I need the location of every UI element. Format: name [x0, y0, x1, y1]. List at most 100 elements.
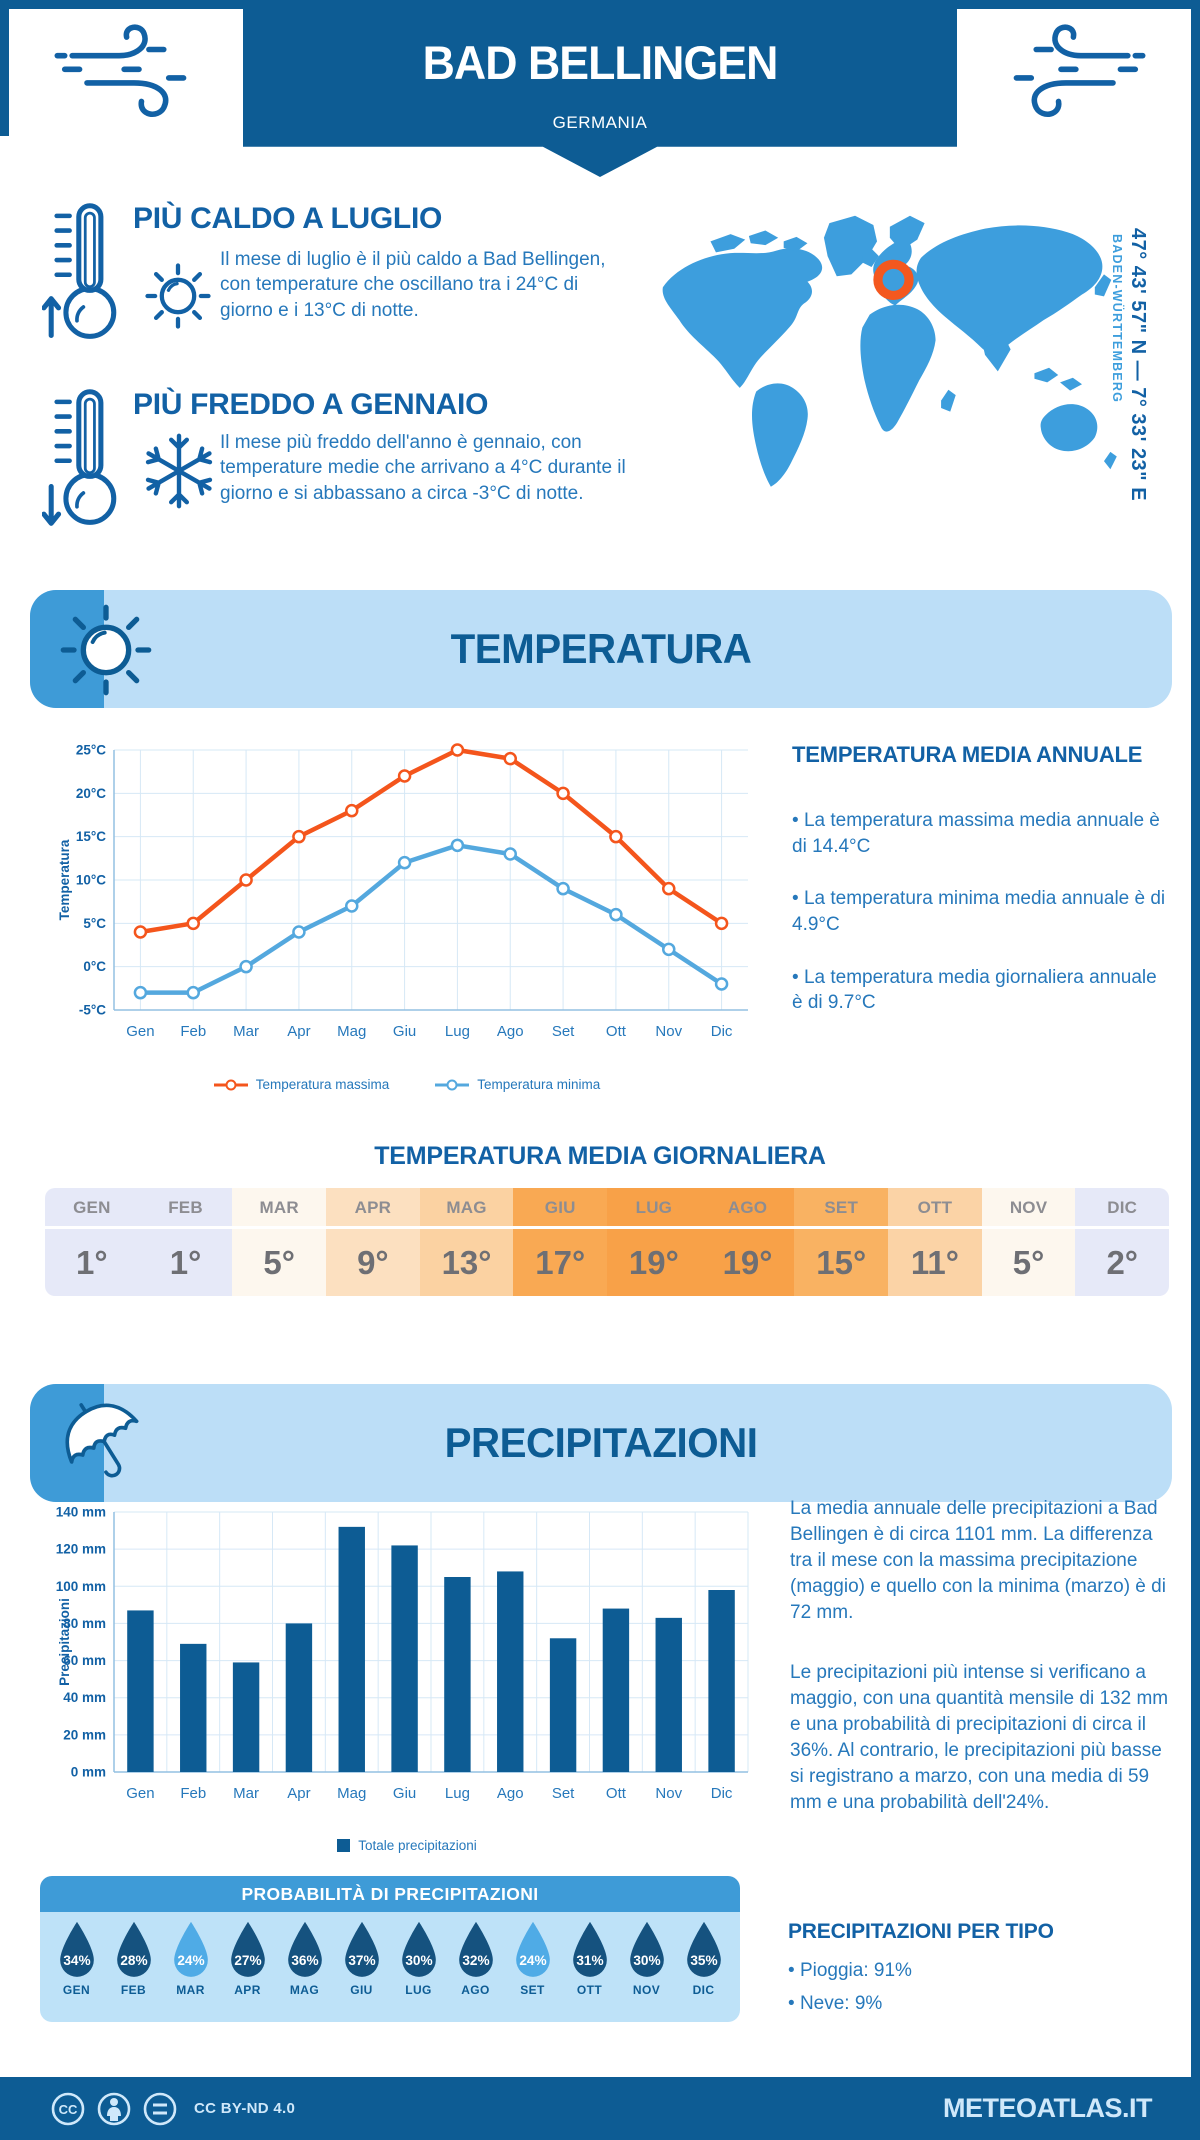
section-title: TEMPERATURA: [450, 625, 752, 672]
precip-probability-drop: 35% DIC: [675, 1920, 732, 2022]
month-label: LUG: [607, 1188, 701, 1229]
precip-probability-drop: 31% OTT: [561, 1920, 618, 2022]
temperature-value: 19°: [607, 1229, 701, 1296]
precip-probability-drop: 34% GEN: [48, 1920, 105, 2022]
legend-label: Temperatura minima: [477, 1077, 601, 1092]
umbrella-icon: [65, 1403, 139, 1478]
svg-text:Ott: Ott: [606, 1785, 627, 1802]
wind-decoration-right: [957, 9, 1191, 136]
droplet-icon: 24%: [515, 1921, 550, 1977]
probability-droplets: 34% GEN 28% FEB 24% MAR 27% APR 36% MAG 37% GIU 30% L…: [40, 1912, 740, 2022]
svg-text:32%: 32%: [462, 1953, 489, 1968]
temp-table-column: MAG 13°: [419, 1188, 514, 1296]
droplet-icon: 34%: [59, 1921, 94, 1977]
svg-text:Mar: Mar: [233, 1785, 259, 1802]
precipitation-probability-panel: PROBABILITÀ DI PRECIPITAZIONI 34% GEN 28% F…: [40, 1876, 740, 2022]
svg-text:30%: 30%: [633, 1953, 660, 1968]
month-label: AGO: [700, 1188, 795, 1229]
warm-section-text: Il mese di luglio è il più caldo a Bad B…: [220, 249, 606, 321]
legend-item: Temperatura minima: [435, 1077, 600, 1092]
coordinates-text: 47° 43' 57" N — 7° 33' 23" E: [1127, 228, 1149, 502]
precipitation-section-banner: PRECIPITAZIONI: [30, 1384, 1172, 1502]
month-label: APR: [234, 1983, 261, 1997]
svg-text:20°C: 20°C: [76, 786, 106, 801]
svg-text:20 mm: 20 mm: [63, 1727, 106, 1742]
svg-text:10°C: 10°C: [76, 873, 106, 888]
svg-text:37%: 37%: [348, 1953, 375, 1968]
line-chart-svg: -5°C 0°C 5°C 10°C 15°C 20°C 25°C Gen Feb Mar Apr Ma…: [57, 743, 748, 1040]
temperature-value: 1°: [138, 1229, 233, 1296]
svg-text:80 mm: 80 mm: [63, 1616, 106, 1631]
section-title: PRECIPITAZIONI: [444, 1419, 758, 1466]
precip-probability-drop: 24% MAR: [162, 1920, 219, 2022]
legend-label: Temperatura massima: [255, 1077, 390, 1092]
month-label: GEN: [62, 1983, 91, 1997]
continents: [662, 215, 1117, 487]
svg-text:Temperatura: Temperatura: [57, 839, 72, 920]
temperature-value: 9°: [326, 1229, 420, 1296]
bullet-item: Pioggia: 91%: [788, 1958, 1178, 1984]
temp-table-column: OTT 11°: [888, 1188, 982, 1296]
svg-text:Mag: Mag: [337, 1785, 366, 1802]
month-label: MAR: [232, 1188, 327, 1229]
temperature-value: 5°: [232, 1229, 327, 1296]
person-icon: [110, 2097, 118, 2106]
temperature-chart-legend: Temperatura massima Temperatura minima: [52, 1077, 762, 1092]
precipitation-text-block: La media annuale delle precipitazioni a …: [790, 1496, 1175, 1850]
precipitation-bar-chart: 0 mm 20 mm 40 mm 60 mm 80 mm 100 mm 120 mm 140 …: [52, 1498, 762, 1828]
legend-item: Totale precipitazioni: [337, 1838, 477, 1853]
temperature-value: 2°: [1075, 1229, 1169, 1296]
warm-section-title: PIÙ CALDO A LUGLIO: [133, 202, 443, 235]
month-label: GIU: [513, 1188, 608, 1229]
page-subtitle: GERMANIA: [552, 113, 648, 132]
footer: CC CC BY-ND 4.0 METEOATLAS.IT: [0, 2077, 1200, 2140]
droplet-icon: 31%: [572, 1921, 607, 1977]
header-banner: BAD BELLINGEN GERMANIA: [243, 9, 957, 177]
droplet-icon: 28%: [116, 1921, 151, 1977]
temp-table-column: GIU 17°: [513, 1188, 608, 1296]
right-border: [1191, 0, 1200, 2140]
precip-probability-drop: 36% MAG: [276, 1920, 333, 2022]
svg-text:140 mm: 140 mm: [56, 1505, 106, 1520]
svg-text:31%: 31%: [576, 1953, 603, 1968]
cold-section-title: PIÙ FREDDO A GENNAIO: [133, 388, 489, 421]
legend-line-swatch: [213, 1079, 248, 1090]
daily-temperature-table: GEN 1° FEB 1° MAR 5° APR 9° MAG 13° GIU 17° LUG 19° AG…: [45, 1188, 1169, 1296]
svg-text:-5°C: -5°C: [79, 1003, 106, 1018]
month-label: DIC: [1075, 1188, 1169, 1229]
bar-chart-svg: 0 mm 20 mm 40 mm 60 mm 80 mm 100 mm 120 mm 140 …: [56, 1505, 749, 1802]
temp-table-column: NOV 5°: [981, 1188, 1076, 1296]
droplet-icon: 35%: [686, 1921, 721, 1977]
bullet-item: La temperatura massima media annuale è d…: [792, 808, 1172, 859]
temp-table-column: AGO 19°: [700, 1188, 795, 1296]
temperature-value: 5°: [981, 1229, 1076, 1296]
precipitation-types-heading: PRECIPITAZIONI PER TIPO: [788, 1920, 1054, 1943]
temp-table-column: GEN 1°: [45, 1188, 139, 1296]
thermometer-down-icon: [42, 389, 117, 526]
svg-text:Set: Set: [552, 1785, 575, 1802]
sun-icon: [145, 263, 211, 329]
temperature-value: 13°: [419, 1229, 514, 1296]
svg-text:Feb: Feb: [180, 1023, 206, 1040]
svg-text:Dic: Dic: [711, 1023, 733, 1040]
svg-text:Apr: Apr: [287, 1023, 310, 1040]
precip-probability-drop: 24% SET: [504, 1920, 561, 2022]
bullet-item: Neve: 9%: [788, 1991, 1178, 2017]
precipitation-types-block: PRECIPITAZIONI PER TIPO Pioggia: 91% Neve…: [788, 1920, 1178, 2023]
svg-text:24%: 24%: [519, 1953, 546, 1968]
svg-text:15°C: 15°C: [76, 829, 106, 844]
precip-probability-drop: 30% NOV: [618, 1920, 675, 2022]
temp-table-column: FEB 1°: [138, 1188, 233, 1296]
month-label: FEB: [138, 1188, 233, 1229]
probability-heading: PROBABILITÀ DI PRECIPITAZIONI: [40, 1876, 740, 1912]
wind-icon: [1013, 23, 1146, 117]
month-label: FEB: [120, 1983, 147, 1997]
svg-text:24%: 24%: [177, 1953, 204, 1968]
svg-text:35%: 35%: [690, 1953, 717, 1968]
svg-text:5°C: 5°C: [83, 916, 106, 931]
world-map: [662, 215, 1117, 487]
temperature-section-banner: TEMPERATURA: [30, 590, 1172, 708]
precip-probability-drop: 30% LUG: [390, 1920, 447, 2022]
daily-temperature-heading: TEMPERATURA MEDIA GIORNALIERA: [374, 1142, 826, 1170]
